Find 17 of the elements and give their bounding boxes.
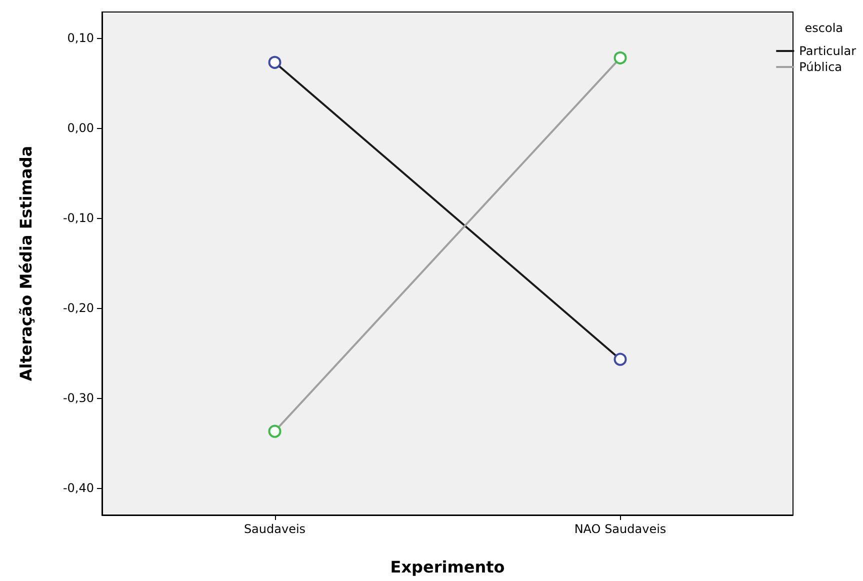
y-tick-label: -0,10 — [62, 211, 94, 226]
y-tick-label: -0,20 — [62, 301, 94, 316]
point — [614, 51, 627, 64]
y-tick-label: -0,40 — [62, 481, 94, 496]
y-tick-label: 0,00 — [67, 121, 94, 136]
x-tick-label: Saudaveis — [244, 522, 306, 536]
legend-label: Pública — [799, 60, 842, 74]
point — [268, 424, 282, 438]
point — [268, 56, 282, 69]
x-axis-title: Experimento — [390, 558, 505, 576]
legend-label: Particular — [799, 44, 856, 58]
y-tick-label: 0,10 — [67, 31, 94, 46]
legend-title: escola — [804, 21, 844, 35]
y-axis-title: Alteração Média Estimada — [16, 146, 36, 382]
y-tick-label: -0,30 — [62, 391, 94, 406]
point — [614, 352, 627, 366]
x-tick-label: NAO Saudaveis — [574, 522, 666, 536]
